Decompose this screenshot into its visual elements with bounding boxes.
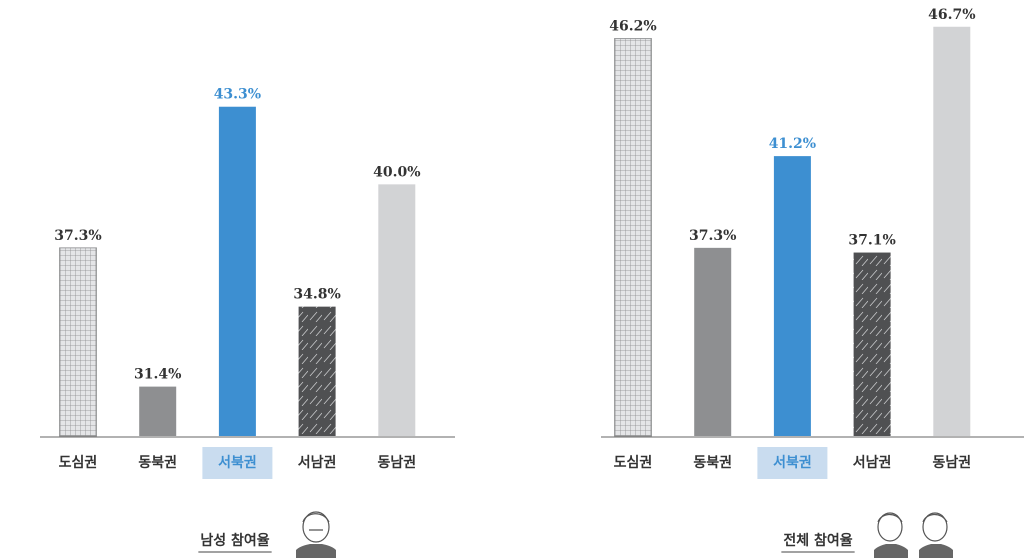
x-tick-label: 서북권 [773,455,812,471]
value-label: 31.4% [134,367,181,383]
x-tick-label: 서남권 [298,454,337,471]
x-tick-label: 도심권 [614,455,653,471]
people-icon [874,512,953,558]
category-highlight [202,447,273,479]
value-label: 46.7% [928,7,975,23]
x-tick-label: 동남권 [932,454,971,471]
bar [378,184,416,436]
chart-title: 남성 참여율 [200,532,269,549]
bar [694,247,732,436]
value-label: 40.0% [373,164,420,180]
x-tick-label: 서북권 [218,455,257,471]
value-label: 37.3% [689,228,736,244]
x-tick-label: 동남권 [377,454,416,471]
bar [933,26,971,437]
bar [139,386,177,436]
x-tick-label: 동북권 [693,455,732,471]
bar [853,252,891,436]
value-label: 34.8% [293,287,340,303]
chart-title: 전체 참여율 [783,532,852,549]
value-label: 43.3% [214,87,261,103]
x-tick-label: 동북권 [138,455,177,471]
value-label: 46.2% [609,19,656,35]
bar [614,38,652,437]
value-label: 41.2% [769,136,816,152]
value-label: 37.3% [54,228,101,244]
bar [59,247,97,437]
x-tick-label: 서남권 [853,454,892,471]
bar [298,306,336,436]
category-highlight [757,447,828,479]
x-tick-label: 도심권 [59,455,98,471]
male-icon [296,511,336,558]
value-label: 37.1% [848,233,895,249]
bar [218,106,256,436]
bar [773,156,811,437]
